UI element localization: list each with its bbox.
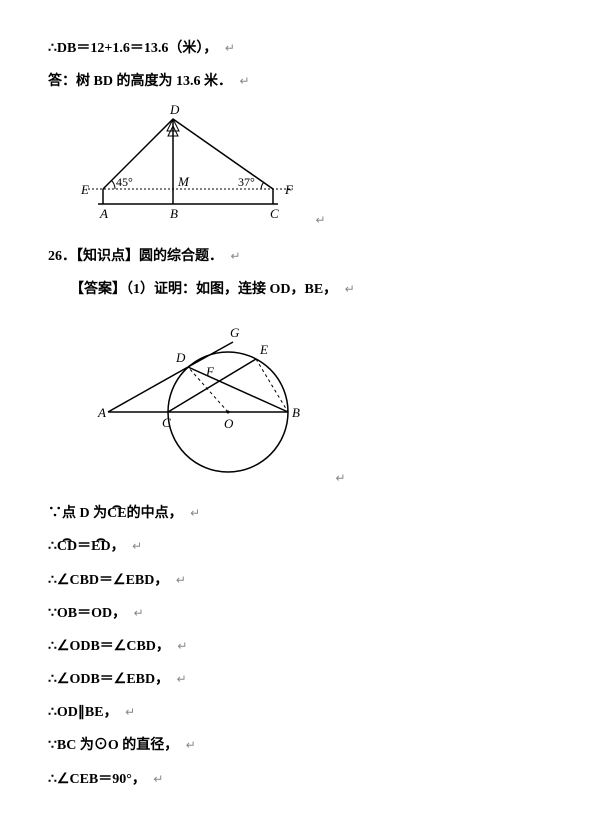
text: ∴DB＝12+1.6＝13.6（米）， — [48, 41, 217, 56]
label-B2: B — [292, 405, 300, 420]
return-mark: ↵ — [153, 773, 163, 787]
label-C: C — [270, 206, 279, 221]
label-B: B — [170, 206, 178, 221]
label-E2: E — [259, 342, 268, 357]
return-mark: ↵ — [190, 507, 200, 521]
text: 26．【知识点】圆的综合题． — [48, 249, 223, 264]
arc-CD: CD — [57, 534, 77, 559]
line-q26-topic: 26．【知识点】圆的综合题． ↵ — [48, 244, 557, 269]
line-answer-proof: 【答案】（1）证明：如图，连接 OD，BE， ↵ — [70, 277, 557, 302]
text: ∴∠ODB＝∠CBD， — [48, 639, 170, 654]
return-mark: ↵ — [345, 283, 355, 297]
line-p8: ∵OB＝OD， ↵ — [48, 601, 557, 626]
text: ∴∠ODB＝∠EBD， — [48, 672, 169, 687]
figure-circle: O A C B D F G E ↵ — [78, 312, 557, 491]
text: ∴∠CBD＝∠EBD， — [48, 573, 168, 588]
text: ∵点 D 为 — [48, 506, 107, 521]
return-mark: ↵ — [316, 214, 326, 228]
text: 答：树 BD 的高度为 13.6 米． — [48, 74, 232, 89]
line-p7: ∴∠CBD＝∠EBD， ↵ — [48, 568, 557, 593]
return-mark: ↵ — [336, 472, 346, 486]
return-mark: ↵ — [186, 739, 196, 753]
figure-triangle-tree: D E 45° A B M C 37° F ↵ — [78, 104, 557, 233]
line-answer-height: 答：树 BD 的高度为 13.6 米． ↵ — [48, 69, 557, 94]
line-db-equals: ∴DB＝12+1.6＝13.6（米）， ↵ — [48, 36, 557, 61]
line-p13: ∴∠CEB＝90°， ↵ — [48, 767, 557, 792]
arc-ED: ED — [91, 534, 110, 559]
label-37: 37° — [238, 175, 255, 189]
text: ∴ — [48, 539, 57, 554]
return-mark: ↵ — [125, 706, 135, 720]
return-mark: ↵ — [177, 673, 187, 687]
line-p12: ∵BC 为⊙O 的直径， ↵ — [48, 733, 557, 758]
line-p10: ∴∠ODB＝∠EBD， ↵ — [48, 667, 557, 692]
label-F2: F — [205, 364, 215, 379]
line-p5: ∵点 D 为CE的中点， ↵ — [48, 501, 557, 526]
line-p6: ∴CD＝ED， ↵ — [48, 534, 557, 559]
text: ∵OB＝OD， — [48, 606, 126, 621]
label-D: D — [169, 104, 180, 117]
text: ∵BC 为⊙O 的直径， — [48, 738, 178, 753]
label-F: F — [284, 182, 294, 197]
label-M: M — [177, 174, 190, 189]
label-D2: D — [175, 350, 186, 365]
return-mark: ↵ — [177, 640, 187, 654]
text: 【答案】（1）证明：如图，连接 OD，BE， — [70, 282, 337, 297]
text: ∴OD∥BE， — [48, 705, 118, 720]
arc-CE: CE — [107, 501, 126, 526]
return-mark: ↵ — [176, 574, 186, 588]
return-mark: ↵ — [134, 607, 144, 621]
label-A: A — [99, 206, 108, 221]
return-mark: ↵ — [239, 75, 249, 89]
label-A2: A — [97, 405, 106, 420]
label-C2: C — [162, 415, 171, 430]
return-mark: ↵ — [231, 250, 241, 264]
label-E: E — [80, 182, 89, 197]
label-O: O — [224, 416, 234, 431]
line-p9: ∴∠ODB＝∠CBD， ↵ — [48, 634, 557, 659]
label-G2: G — [230, 325, 240, 340]
line-p11: ∴OD∥BE， ↵ — [48, 700, 557, 725]
return-mark: ↵ — [132, 540, 142, 554]
text: ＝ — [77, 539, 91, 554]
text: ∴∠CEB＝90°， — [48, 772, 146, 787]
label-45: 45° — [116, 175, 133, 189]
return-mark: ↵ — [225, 42, 235, 56]
text: ， — [111, 539, 125, 554]
text: 的中点， — [127, 506, 183, 521]
